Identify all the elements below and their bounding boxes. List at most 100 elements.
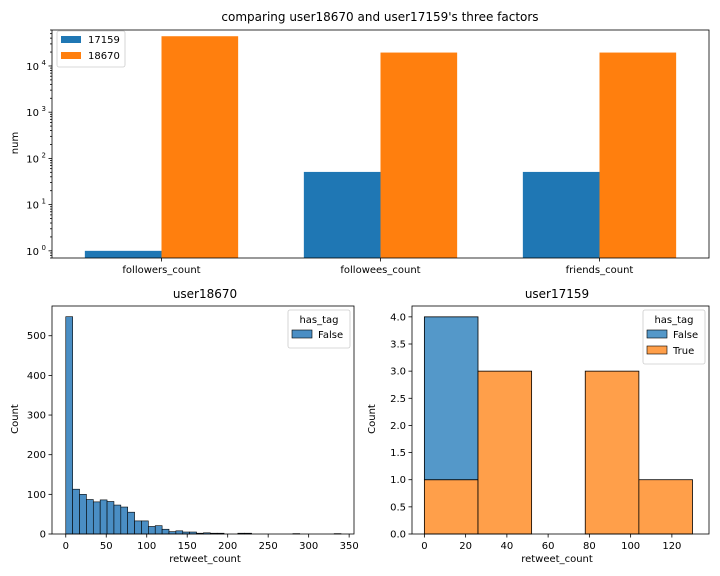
- histogram-bar: [99, 499, 108, 535]
- histogram-bar: [79, 494, 87, 535]
- y-tick-label-exponent: 2: [42, 151, 46, 159]
- bar-17159-followers_count: [84, 250, 162, 258]
- y-tick-label-exponent: 3: [42, 105, 46, 113]
- histogram-bar-True: [638, 479, 693, 535]
- x-tick-label: 250: [259, 541, 278, 552]
- bar-17159-friends_count: [522, 171, 600, 258]
- y-tick-label: 1.0: [390, 475, 406, 486]
- legend-box: [287, 309, 351, 349]
- axes-frame: [51, 305, 355, 535]
- histogram-bar: [113, 504, 122, 535]
- y-tick-label: 10: [26, 62, 39, 73]
- x-tick-label: 300: [299, 541, 318, 552]
- chart-title: user18670: [173, 287, 237, 301]
- y-tick-label: 3.5: [390, 340, 406, 351]
- y-tick-label-exponent: 1: [42, 198, 46, 206]
- bar-18670-followers_count: [161, 36, 239, 258]
- y-tick-label: 4.0: [390, 312, 406, 323]
- x-tick-label: 100: [137, 541, 156, 552]
- y-tick-label: 0.0: [390, 530, 406, 541]
- legend: 17159 18670: [56, 30, 126, 68]
- y-tick-label: 0.5: [390, 502, 406, 513]
- histogram-bar-True: [423, 479, 479, 535]
- bar-17159-followees_count: [303, 171, 381, 258]
- y-tick-label: 10: [26, 108, 39, 119]
- y-tick-label: 2.0: [390, 421, 406, 432]
- user18670-histogram: user18670 retweet_count Count 0 100 200 300…: [10, 287, 359, 565]
- legend-swatch-18670: [61, 52, 81, 59]
- histogram-bar: [141, 520, 149, 535]
- x-axis-label: retweet_count: [169, 554, 241, 565]
- legend-swatch-True: [646, 345, 668, 355]
- legend-title: has_tag: [654, 315, 693, 326]
- x-tick-label: 50: [100, 541, 113, 552]
- y-tick-label-exponent: 4: [42, 59, 47, 67]
- plot-area: 0 100 200 300 400 500 0 50 100 150 200 250 300 350 has…: [27, 305, 359, 552]
- histogram-bar: [86, 499, 94, 535]
- y-axis-label: Count: [10, 404, 21, 434]
- legend-label-False: False: [318, 330, 343, 341]
- histogram-bar: [65, 316, 73, 535]
- y-tick-label: 2.5: [390, 394, 406, 405]
- user17159-histogram: user17159 retweet_count Count 0.0 0.5 1.0 1…: [367, 287, 710, 565]
- histogram-bar: [127, 511, 135, 535]
- legend-label-18670: 18670: [88, 51, 120, 62]
- y-tick-label: 1.5: [390, 448, 406, 459]
- histogram-bar-False: [423, 316, 479, 481]
- histogram-bar: [72, 488, 80, 535]
- y-tick-label: 10: [26, 247, 39, 258]
- histogram-bar: [161, 528, 170, 535]
- x-axis-label: retweet_count: [521, 554, 593, 565]
- histogram-bar-True: [584, 370, 640, 535]
- chart-title: comparing user18670 and user17159's thre…: [221, 10, 538, 24]
- y-tick-label: 500: [27, 331, 46, 342]
- x-tick-label: 40: [501, 541, 514, 552]
- y-tick-label: 0: [40, 530, 46, 541]
- comparison-bar-chart: comparing user18670 and user17159's thre…: [10, 10, 710, 276]
- x-tick-label: 80: [583, 541, 596, 552]
- legend-label-17159: 17159: [88, 35, 120, 46]
- x-tick-label: 100: [621, 541, 640, 552]
- x-tick-label: followers_count: [122, 265, 200, 276]
- legend-label-False: False: [673, 330, 698, 341]
- x-tick-label: 150: [178, 541, 197, 552]
- x-tick-label: followees_count: [340, 265, 420, 276]
- histogram-bar: [134, 520, 142, 535]
- axes-frame: [411, 305, 710, 535]
- bar-18670-followees_count: [380, 52, 458, 259]
- x-tick-label: 120: [662, 541, 681, 552]
- histogram-bar: [120, 506, 129, 535]
- legend-swatch-False: [646, 329, 668, 339]
- legend: has_tag False True: [642, 309, 706, 365]
- legend-swatch-False: [291, 329, 313, 339]
- y-tick-label: 300: [27, 411, 46, 422]
- x-tick-label: 350: [340, 541, 359, 552]
- y-tick-label: 400: [27, 371, 46, 382]
- legend: has_tag False: [287, 309, 351, 349]
- x-tick-label: friends_count: [566, 265, 634, 276]
- y-tick-label-exponent: 0: [42, 244, 46, 252]
- x-tick-label: 0: [421, 541, 427, 552]
- chart-title: user17159: [525, 287, 589, 301]
- histogram-bar: [92, 501, 101, 535]
- y-tick-label: 200: [27, 450, 46, 461]
- x-tick-label: 200: [218, 541, 237, 552]
- plot-area: 0.0 0.5 1.0 1.5 2.0 2.5 3.0 3.5 4.0 0 20 40 60 80 100 1…: [390, 305, 710, 552]
- x-tick-label: 20: [459, 541, 472, 552]
- y-axis-label: num: [10, 132, 21, 154]
- y-tick-label: 10: [26, 201, 39, 212]
- y-tick-label: 10: [26, 154, 39, 165]
- x-tick-label: 60: [542, 541, 555, 552]
- histogram-bar-True: [477, 370, 533, 535]
- y-axis-label: Count: [367, 404, 378, 434]
- y-tick-label: 100: [27, 490, 46, 501]
- histogram-bar: [175, 530, 184, 535]
- y-tick-label: 3.0: [390, 367, 406, 378]
- bar-18670-friends_count: [599, 52, 677, 259]
- legend-title: has_tag: [299, 315, 338, 326]
- legend-swatch-17159: [61, 36, 81, 43]
- x-tick-label: 0: [63, 541, 69, 552]
- histogram-bar: [148, 526, 156, 535]
